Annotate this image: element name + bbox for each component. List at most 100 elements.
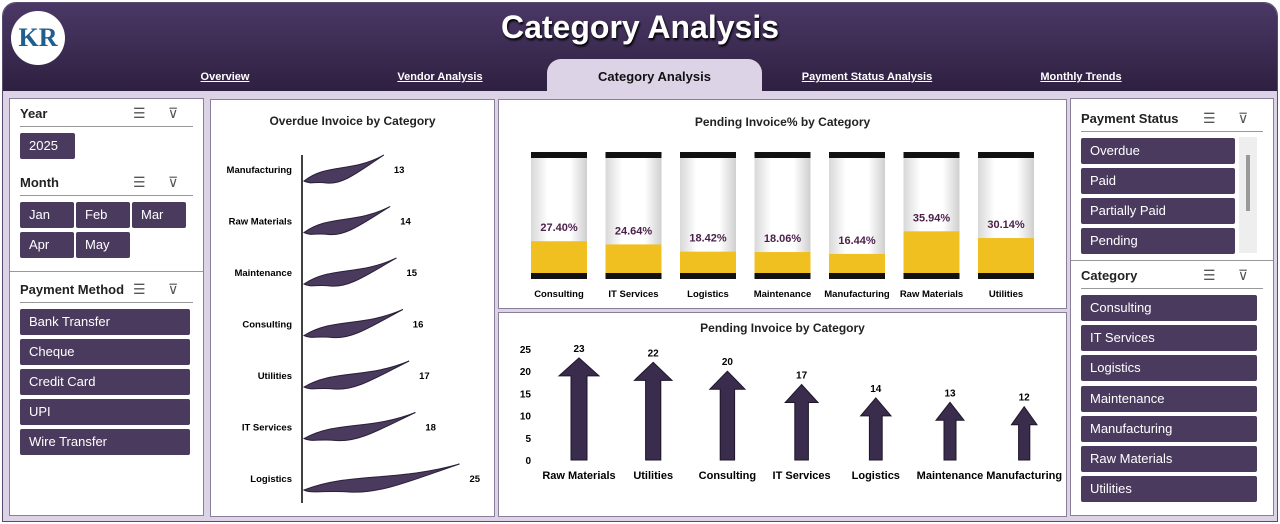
- slicer-item-may[interactable]: May: [76, 232, 130, 258]
- arrow-bar: [557, 357, 601, 461]
- clear-filter-icon[interactable]: ⊽: [1238, 110, 1249, 126]
- category-label: Manufacturing: [986, 470, 1062, 482]
- data-label: 18: [425, 423, 436, 434]
- clear-filter-icon[interactable]: ⊽: [168, 105, 179, 121]
- data-label: 13: [394, 165, 405, 176]
- tube-cap: [605, 152, 662, 158]
- multi-select-icon[interactable]: ☰: [1203, 267, 1216, 283]
- multi-select-icon[interactable]: ☰: [133, 174, 146, 190]
- category-label: Manufacturing: [824, 289, 890, 300]
- right-slicer-panel: Payment Status ☰ ⊽ Overdue Paid Partially Pai…: [1070, 98, 1274, 516]
- bar-fill: [829, 253, 885, 273]
- multi-select-icon[interactable]: ☰: [133, 105, 146, 121]
- tube-cap: [680, 152, 736, 158]
- tab-payment-status-analysis[interactable]: Payment Status Analysis: [801, 71, 933, 83]
- slicer-item-jan[interactable]: Jan: [20, 202, 74, 228]
- scrollbar[interactable]: [1239, 137, 1257, 253]
- bar: [302, 463, 460, 493]
- slicer-item-bank-transfer[interactable]: Bank Transfer: [20, 309, 190, 335]
- category-label: Raw Materials: [900, 289, 963, 300]
- category-label: Logistics: [687, 289, 729, 300]
- divider: [1071, 260, 1273, 261]
- tube-cap: [754, 152, 811, 158]
- tube-cap: [903, 152, 960, 158]
- tube-cap: [978, 152, 1034, 158]
- slicer-title: Payment Status: [1081, 111, 1179, 126]
- slicer-item-wire-transfer[interactable]: Wire Transfer: [20, 429, 190, 455]
- category-label: Logistics: [852, 470, 900, 482]
- tube-cap: [531, 152, 587, 158]
- arrow-bar: [859, 397, 893, 461]
- category-label: Maintenance: [234, 268, 292, 279]
- y-tick-label: 10: [520, 412, 532, 423]
- data-label: 14: [400, 217, 411, 228]
- pending-percent-chart: Pending Invoice% by Category 27.40% Consu…: [498, 99, 1067, 309]
- clear-filter-icon[interactable]: ⊽: [168, 281, 179, 297]
- category-label: Consulting: [699, 470, 756, 482]
- bar-fill: [903, 231, 960, 273]
- slicer-item-mar[interactable]: Mar: [132, 202, 186, 228]
- data-label: 23: [573, 344, 585, 355]
- data-label: 17: [796, 371, 808, 382]
- slicer-item-consulting[interactable]: Consulting: [1081, 295, 1257, 321]
- tube-base: [605, 273, 662, 279]
- category-label: Utilities: [633, 470, 673, 482]
- left-slicer-panel: Year ☰ ⊽ 2025 Month ☰ ⊽ Jan Feb Mar Apr May Payment …: [9, 98, 204, 516]
- bar: [302, 412, 416, 442]
- bar-fill: [680, 251, 736, 273]
- multi-select-icon[interactable]: ☰: [133, 281, 146, 297]
- data-label: 16.44%: [838, 235, 876, 247]
- data-label: 12: [1019, 393, 1031, 404]
- data-label: 24.64%: [615, 225, 653, 237]
- data-label: 25: [470, 474, 481, 485]
- category-label: IT Services: [608, 289, 658, 300]
- y-tick-label: 5: [525, 434, 531, 445]
- scrollbar-thumb[interactable]: [1246, 155, 1250, 211]
- arrow-bar: [934, 401, 966, 461]
- clear-filter-icon[interactable]: ⊽: [168, 174, 179, 190]
- y-tick-label: 0: [525, 456, 531, 467]
- data-label: 13: [944, 388, 956, 399]
- category-label: Raw Materials: [542, 470, 615, 482]
- slicer-item-partially-paid[interactable]: Partially Paid: [1081, 198, 1235, 224]
- slicer-item-raw-materials[interactable]: Raw Materials: [1081, 446, 1257, 472]
- slicer-item-cheque[interactable]: Cheque: [20, 339, 190, 365]
- data-label: 20: [722, 357, 734, 368]
- divider: [20, 195, 193, 196]
- slicer-item-paid[interactable]: Paid: [1081, 168, 1235, 194]
- tab-vendor-analysis[interactable]: Vendor Analysis: [397, 71, 483, 83]
- slicer-item-logistics[interactable]: Logistics: [1081, 355, 1257, 382]
- slicer-title: Month: [20, 175, 59, 190]
- slicer-item-maintenance[interactable]: Maintenance: [1081, 385, 1257, 412]
- chart-title: Overdue Invoice by Category: [269, 114, 436, 128]
- slicer-item-credit-card[interactable]: Credit Card: [20, 369, 190, 395]
- slicer-item-upi[interactable]: UPI: [20, 399, 190, 425]
- bar: [303, 154, 385, 184]
- category-label: Utilities: [258, 371, 292, 382]
- slicer-item-it-services[interactable]: IT Services: [1081, 325, 1257, 352]
- slicer-item-overdue[interactable]: Overdue: [1081, 138, 1235, 164]
- data-label: 27.40%: [540, 222, 578, 234]
- multi-select-icon[interactable]: ☰: [1203, 110, 1216, 126]
- category-label: Utilities: [989, 289, 1023, 300]
- slicer-item-feb[interactable]: Feb: [76, 202, 130, 228]
- data-label: 17: [419, 371, 430, 382]
- slicer-item-manufacturing[interactable]: Manufacturing: [1081, 415, 1257, 442]
- clear-filter-icon[interactable]: ⊽: [1238, 267, 1249, 283]
- slicer-title: Year: [20, 106, 48, 121]
- slicer-item-pending[interactable]: Pending: [1081, 228, 1235, 254]
- bar-fill: [978, 238, 1034, 273]
- category-label: IT Services: [773, 470, 831, 482]
- category-label: Logistics: [250, 474, 292, 485]
- category-label: IT Services: [242, 423, 292, 434]
- header: KR Category Analysis Overview Vendor Ana…: [3, 3, 1277, 93]
- bar: [303, 257, 397, 287]
- y-tick-label: 15: [520, 389, 532, 400]
- category-label: Maintenance: [754, 289, 812, 300]
- tab-monthly-trends[interactable]: Monthly Trends: [1040, 71, 1122, 83]
- tab-category-analysis[interactable]: Category Analysis: [547, 59, 762, 93]
- tab-overview[interactable]: Overview: [200, 71, 250, 83]
- slicer-item-apr[interactable]: Apr: [20, 232, 74, 258]
- slicer-item-2025[interactable]: 2025: [20, 133, 75, 159]
- slicer-item-utilities[interactable]: Utilities: [1081, 476, 1257, 503]
